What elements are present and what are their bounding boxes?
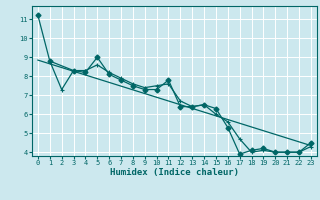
X-axis label: Humidex (Indice chaleur): Humidex (Indice chaleur): [110, 168, 239, 177]
